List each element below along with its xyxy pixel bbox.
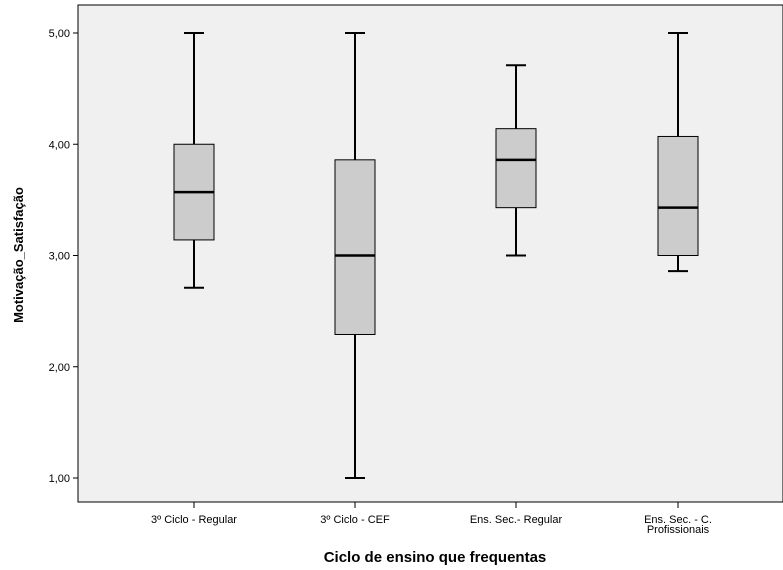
y-axis-title: Motivação_Satisfação bbox=[11, 187, 26, 323]
iqr-box bbox=[495, 128, 537, 209]
x-tick-label: Ens. Sec.- Regular bbox=[470, 514, 563, 526]
y-tick-label: 4,00 bbox=[49, 139, 70, 151]
x-tick-label: 3º Ciclo - Regular bbox=[151, 514, 237, 526]
x-tick-label: Profissionais bbox=[647, 524, 710, 536]
box-4 bbox=[657, 32, 699, 273]
y-tick-label: 3,00 bbox=[49, 251, 70, 263]
x-tick-label: 3º Ciclo - CEF bbox=[320, 514, 390, 526]
x-tick-label: Ens. Sec. - C. bbox=[644, 514, 712, 526]
y-tick-label: 1,00 bbox=[49, 473, 70, 485]
y-axis: 1,00 2,00 3,00 4,00 5,00 bbox=[49, 28, 78, 485]
box-2 bbox=[334, 32, 376, 479]
x-axis-title: Ciclo de ensino que frequentas bbox=[324, 549, 547, 566]
y-tick-label: 2,00 bbox=[49, 362, 70, 374]
box-1 bbox=[173, 32, 215, 289]
iqr-box bbox=[334, 159, 376, 335]
y-tick-label: 5,00 bbox=[49, 28, 70, 40]
boxes-group bbox=[173, 32, 699, 479]
iqr-box bbox=[657, 135, 699, 256]
x-axis: 3º Ciclo - Regular 3º Ciclo - CEF Ens. Sec… bbox=[151, 502, 712, 536]
box-3 bbox=[495, 64, 537, 257]
